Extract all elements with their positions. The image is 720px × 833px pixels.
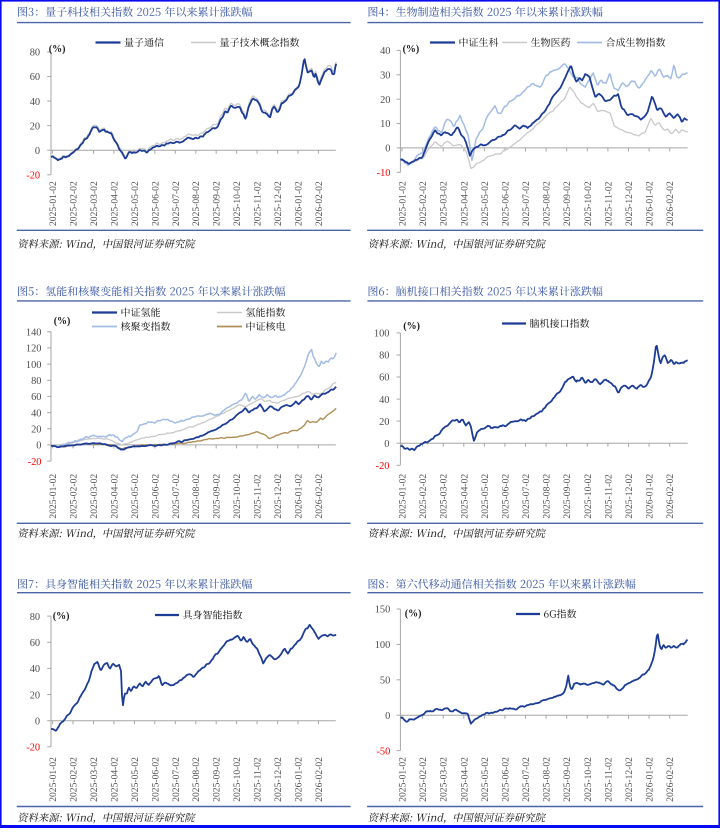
svg-text:-20: -20 bbox=[28, 457, 42, 468]
svg-text:80: 80 bbox=[30, 48, 40, 59]
svg-text:100: 100 bbox=[375, 640, 391, 651]
svg-text:(%): (%) bbox=[405, 609, 422, 620]
svg-text:(%): (%) bbox=[53, 611, 70, 622]
svg-text:-20: -20 bbox=[376, 461, 390, 472]
svg-text:40: 40 bbox=[379, 395, 389, 406]
svg-text:60: 60 bbox=[30, 72, 40, 83]
svg-text:0: 0 bbox=[384, 439, 389, 450]
svg-text:-20: -20 bbox=[26, 170, 40, 181]
svg-text:80: 80 bbox=[30, 612, 40, 623]
svg-text:-20: -20 bbox=[26, 743, 40, 754]
svg-text:40: 40 bbox=[30, 664, 40, 675]
svg-text:100: 100 bbox=[374, 329, 390, 340]
svg-text:0: 0 bbox=[35, 716, 40, 727]
svg-text:50: 50 bbox=[380, 676, 390, 687]
svg-text:10: 10 bbox=[380, 119, 390, 130]
svg-text:40: 40 bbox=[30, 97, 40, 108]
svg-text:60: 60 bbox=[30, 638, 40, 649]
svg-text:140: 140 bbox=[26, 328, 42, 339]
svg-text:40: 40 bbox=[31, 408, 41, 419]
svg-text:(%): (%) bbox=[403, 321, 420, 332]
svg-text:100: 100 bbox=[26, 360, 42, 371]
svg-text:(%): (%) bbox=[403, 44, 420, 55]
svg-text:0: 0 bbox=[385, 711, 390, 722]
svg-text:20: 20 bbox=[31, 424, 41, 435]
svg-text:150: 150 bbox=[375, 605, 391, 616]
svg-text:0: 0 bbox=[36, 441, 41, 452]
svg-text:-50: -50 bbox=[376, 746, 390, 757]
svg-text:80: 80 bbox=[379, 351, 389, 362]
svg-text:80: 80 bbox=[31, 376, 41, 387]
svg-text:30: 30 bbox=[380, 71, 390, 82]
svg-text:-10: -10 bbox=[377, 168, 391, 179]
svg-text:0: 0 bbox=[385, 144, 390, 155]
svg-text:60: 60 bbox=[31, 392, 41, 403]
svg-text:(%): (%) bbox=[49, 44, 66, 55]
svg-text:20: 20 bbox=[380, 95, 390, 106]
svg-text:120: 120 bbox=[26, 344, 42, 355]
svg-text:0: 0 bbox=[35, 146, 40, 157]
svg-text:20: 20 bbox=[30, 690, 40, 701]
svg-text:40: 40 bbox=[380, 46, 390, 57]
svg-text:20: 20 bbox=[379, 417, 389, 428]
svg-text:20: 20 bbox=[30, 121, 40, 132]
svg-text:60: 60 bbox=[379, 373, 389, 384]
svg-text:(%): (%) bbox=[54, 316, 71, 327]
